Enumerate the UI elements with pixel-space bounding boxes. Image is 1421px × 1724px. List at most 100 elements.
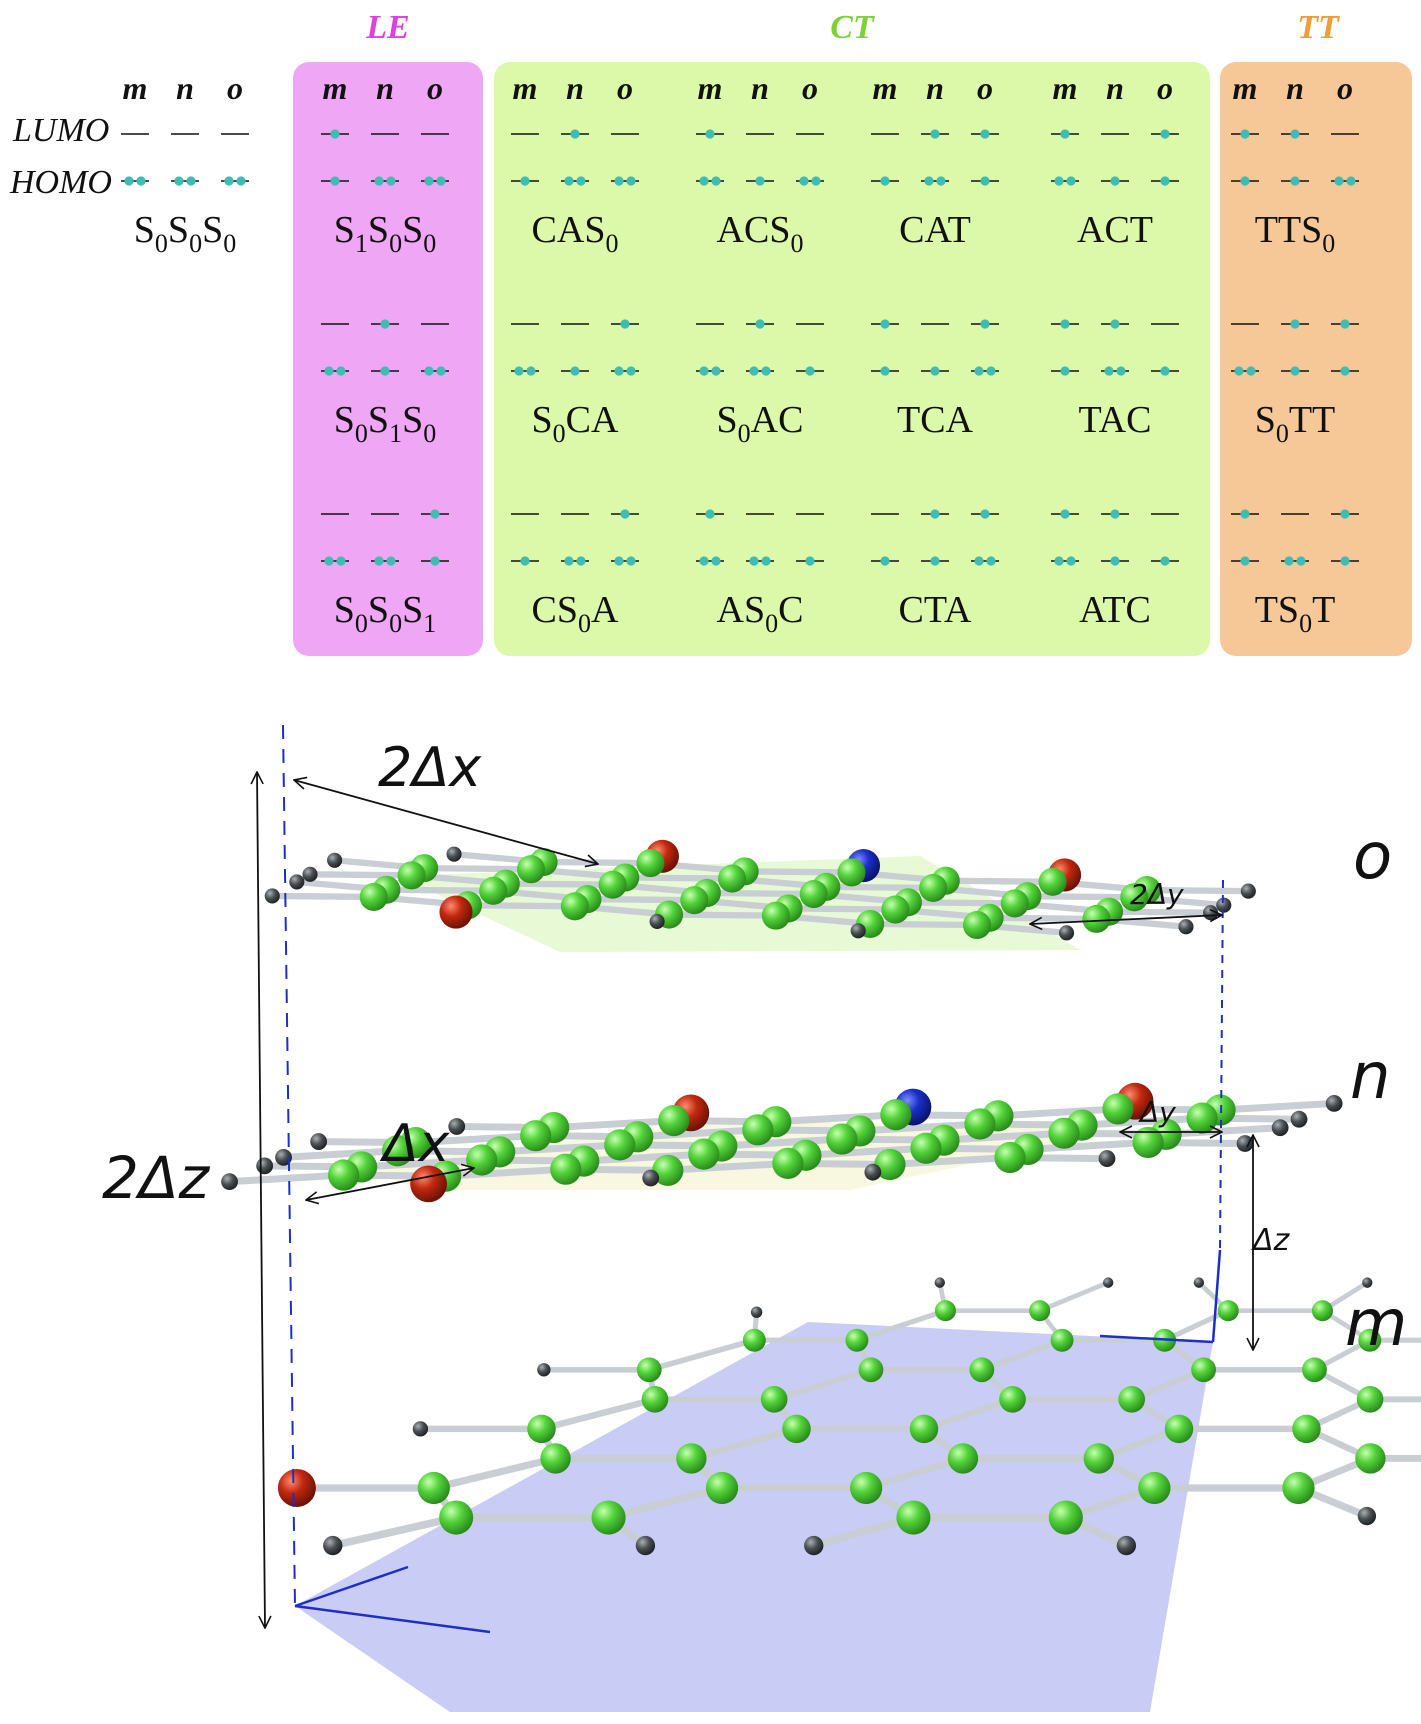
electron <box>761 556 771 566</box>
electron <box>570 129 580 139</box>
bond <box>809 1513 918 1550</box>
bond <box>328 1513 460 1550</box>
carbon-atom <box>636 1357 662 1383</box>
carbon-atom <box>1282 1471 1315 1505</box>
state-label-part: S <box>402 589 423 631</box>
electron <box>880 556 890 566</box>
state-label: S1S0S0 <box>334 209 436 258</box>
electron <box>1346 176 1356 186</box>
le-group-title: LE <box>365 9 409 46</box>
molecule-letter-o: o <box>427 70 443 106</box>
state-label-part: S <box>334 399 355 441</box>
state-label: CAS0 <box>532 209 619 258</box>
state-label-part: S <box>134 209 155 251</box>
oxygen-atom <box>277 1468 316 1507</box>
electron <box>1290 176 1300 186</box>
state-TS0T: TS0T <box>1231 509 1359 638</box>
state-label-part: 0 <box>790 229 803 258</box>
electron <box>324 556 334 566</box>
carbon-atom <box>837 858 866 887</box>
carbon-atom <box>658 1104 690 1137</box>
bond <box>1105 908 1214 916</box>
molecule-letter-m: m <box>123 70 148 106</box>
hydrogen-atom <box>1357 1506 1377 1526</box>
electron <box>1054 556 1064 566</box>
state-label: TTS0 <box>1255 209 1336 258</box>
electron <box>980 319 990 329</box>
carbon-atom <box>1138 1471 1171 1505</box>
electron <box>980 176 990 186</box>
molecule-letter-o: o <box>227 70 243 106</box>
carbon-atom <box>880 1099 912 1131</box>
state-AS0C: AS0C <box>696 509 824 638</box>
state-label-part: 0 <box>355 609 368 638</box>
state-label: ACS0 <box>717 209 804 258</box>
bond <box>280 1147 402 1161</box>
electron <box>699 366 709 376</box>
layer-label-m: m <box>1345 1287 1407 1361</box>
carbon-atom <box>947 1443 979 1474</box>
electron <box>436 366 446 376</box>
state-label-part: AC <box>751 399 804 441</box>
electron <box>1290 366 1300 376</box>
carbon-atom <box>742 1328 766 1352</box>
electron <box>380 319 390 329</box>
hydrogen-atom <box>642 1169 660 1187</box>
carbon-atom <box>909 1414 939 1444</box>
hydrogen-atom <box>1362 1277 1373 1288</box>
state-label-part: S <box>717 399 738 441</box>
carbon-atom <box>1083 1443 1114 1474</box>
state-label-part: S <box>368 589 389 631</box>
electron <box>805 366 815 376</box>
state-label: TS0T <box>1255 589 1336 638</box>
hydrogen-atom <box>804 1535 824 1556</box>
bond <box>634 1126 762 1141</box>
state-label-part: S <box>402 209 423 251</box>
state-label-part: ACS <box>717 209 791 251</box>
carbon-atom <box>919 873 948 902</box>
state-label-part: 0 <box>578 609 591 638</box>
state-CTA: CTA <box>871 509 999 631</box>
carbon-atom <box>896 1500 931 1535</box>
molecule-letter-o: o <box>1337 70 1353 106</box>
electron <box>614 556 624 566</box>
bond <box>269 892 377 901</box>
state-label: ATC <box>1079 589 1151 631</box>
bond <box>741 868 855 876</box>
electron <box>711 176 721 186</box>
hydrogen-atom <box>1290 1110 1308 1128</box>
molecule-letter-o: o <box>617 70 633 106</box>
state-label-part: 0 <box>389 609 402 638</box>
carbon-atom <box>1050 1328 1074 1352</box>
electron <box>1240 129 1250 139</box>
hydrogen-atom <box>864 1163 882 1181</box>
carbon-atom <box>1038 867 1067 896</box>
bond <box>772 1111 900 1126</box>
state-label-part: 0 <box>189 229 202 258</box>
hydrogen-atom <box>934 1277 945 1288</box>
carbon-atom <box>636 849 665 878</box>
electron <box>1340 556 1350 566</box>
carbon-atom <box>858 1357 884 1383</box>
state-label-part: S <box>402 399 423 441</box>
label-dx: Δx <box>379 1114 451 1174</box>
ct-group-box <box>494 62 1210 656</box>
molecule-letter-n: n <box>926 70 944 106</box>
electron <box>614 176 624 186</box>
carbon-atom <box>516 855 546 884</box>
state-label: AS0C <box>717 589 804 638</box>
guide-base-right <box>1099 1334 1214 1344</box>
electron <box>711 556 721 566</box>
state-label-part: ATC <box>1079 589 1151 631</box>
molecule-n <box>221 1082 1343 1203</box>
molecule-letter-n: n <box>1106 70 1124 106</box>
electron <box>749 366 759 376</box>
tt-group-box <box>1220 62 1412 656</box>
label-2dy: 2Δy <box>1130 878 1184 911</box>
electron <box>1066 556 1076 566</box>
bond <box>886 1154 1014 1168</box>
hydrogen-atom <box>1102 1277 1114 1288</box>
bond <box>1162 1124 1284 1138</box>
hydrogen-atom <box>1058 925 1075 941</box>
